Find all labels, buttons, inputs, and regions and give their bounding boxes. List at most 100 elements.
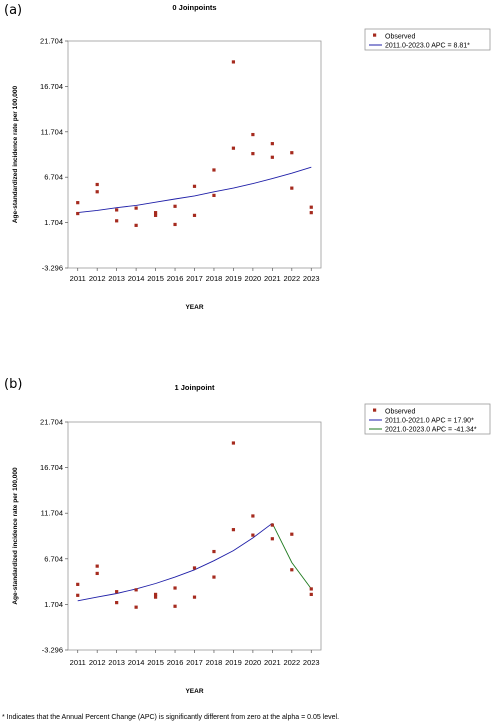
y-tick-label: 11.704 [41,127,63,136]
observed-point [231,60,236,64]
plot-area [67,421,322,651]
x-tick-label: 2016 [167,658,184,667]
x-tick-label: 2013 [108,658,125,667]
observed-point [212,193,216,197]
y-tick-label: 21.704 [40,418,63,427]
observed-point [290,532,294,536]
x-tick-label: 2019 [225,658,242,667]
observed-point [173,222,177,227]
x-tick-label: 2014 [128,658,145,667]
observed-point [192,184,197,188]
chart-a: 0 Joinpoints -3.296 1.704 6.704 11.704 16.704… [12,3,491,311]
chart-b: 1 Joinpoint -3.296 1.704 6.704 11.704 16.704 2… [12,383,491,695]
panel-label-a: (a) [4,3,23,18]
observed-point [270,155,274,159]
observed-point [192,595,197,599]
observed-point [251,533,255,537]
observed-point [153,595,158,599]
x-tick-label: 2012 [89,274,106,283]
observed-point [309,211,313,215]
legend-observed-label: Observed [385,34,415,41]
observed-point [153,211,158,215]
observed-point [76,201,80,205]
observed-point [76,582,80,586]
observed-point [231,528,236,532]
y-axis-title: Age-standardized incidence rate per 100,… [12,467,19,605]
observed-point [192,213,197,217]
observed-point [76,211,80,216]
plot-area [67,40,322,269]
x-tick-label: 2018 [206,274,223,283]
observed-point [251,152,255,156]
observed-point [134,588,138,592]
y-tick-label: 1.704 [44,218,63,227]
legend-observed-marker [373,408,377,412]
observed-point [173,604,177,608]
y-tick-label: 6.704 [44,173,63,182]
trend-line-1 [77,522,273,602]
legend-series-label: 2011.0-2021.0 APC = 17.90* [385,418,474,425]
x-tick-label: 2022 [283,658,300,667]
x-tick-label: 2017 [186,658,203,667]
observed-point [173,204,177,208]
observed-point [95,564,99,568]
y-tick-label: 16.704 [40,463,63,472]
y-tick-label: 6.704 [44,554,63,563]
x-tick-label: 2012 [89,658,106,667]
legend-observed-label: Observed [385,409,415,416]
observed-point [115,590,119,594]
observed-point [134,206,138,210]
legend-series-label: 2011.0-2023.0 APC = 8.81* [385,43,470,50]
panel-label-b: (b) [4,377,23,392]
y-tick-label: 21.704 [40,37,63,46]
observed-point [153,592,158,597]
observed-point [251,132,255,137]
observed-point [309,587,313,591]
x-tick-label: 2021 [264,658,281,667]
observed-point [231,146,236,150]
x-tick-label: 2021 [264,274,281,283]
observed-point [95,571,99,576]
legend-box [364,28,491,51]
y-tick-label: -3.296 [42,646,63,655]
observed-point [290,151,294,155]
x-tick-label: 2022 [283,274,300,283]
trend-line-2 [271,523,312,590]
observed-point [270,142,274,146]
y-tick-label: 11.704 [41,509,63,518]
footnote: * Indicates that the Annual Percent Chan… [2,714,340,721]
x-tick-label: 2015 [147,274,164,283]
observed-point [115,219,119,223]
x-tick-label: 2011 [70,658,86,667]
x-tick-label: 2014 [128,274,145,283]
x-tick-label: 2015 [147,658,164,667]
observed-point [115,601,119,605]
x-axis-title: YEAR [185,304,203,311]
x-tick-label: 2013 [108,274,125,283]
observed-point [212,168,216,172]
observed-point [270,537,274,541]
observed-point [76,593,80,597]
observed-point [290,568,294,572]
x-axis-title: YEAR [185,688,203,695]
trend-line-1 [77,166,312,214]
x-tick-label: 2023 [303,274,320,283]
y-tick-label: 1.704 [44,600,63,609]
observed-point [270,523,274,527]
x-tick-label: 2020 [245,274,262,283]
x-tick-label: 2020 [245,658,262,667]
observed-point [309,205,313,209]
x-tick-label: 2017 [186,274,203,283]
observed-point [212,549,216,554]
observed-point [309,592,313,597]
legend-box [364,403,491,435]
legend-observed-marker [373,33,377,37]
observed-point [290,186,294,190]
observed-point [251,514,255,518]
observed-point [231,441,236,445]
y-axis-title: Age-standardized incidence rate per 100,… [12,85,19,223]
observed-point [134,223,138,227]
x-tick-label: 2019 [225,274,242,283]
observed-point [173,586,177,590]
